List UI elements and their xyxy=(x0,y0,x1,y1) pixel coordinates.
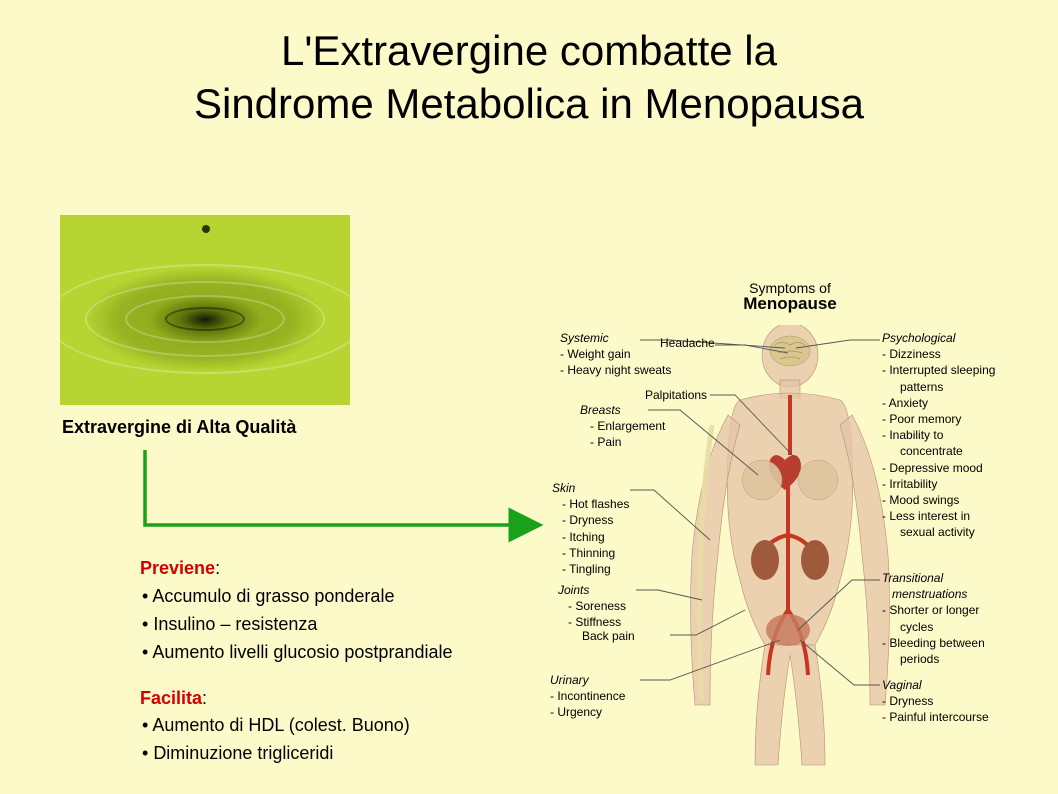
previene-item: • Accumulo di grasso ponderale xyxy=(140,583,540,611)
label-palpitations: Palpitations xyxy=(645,387,707,403)
page-title: L'Extravergine combatte la Sindrome Meta… xyxy=(0,0,1058,130)
label-transitional: Transitional menstruations - Shorter or … xyxy=(882,570,985,667)
benefits-text: Previene: • Accumulo di grasso ponderale… xyxy=(140,555,540,768)
facilita-item: • Aumento di HDL (colest. Buono) xyxy=(140,712,540,740)
label-vaginal: Vaginal - Dryness - Painful intercourse xyxy=(882,677,989,726)
label-urinary: Urinary - Incontinence - Urgency xyxy=(550,672,625,721)
facilita-item: • Diminuzione trigliceridi xyxy=(140,740,540,768)
title-line-1: L'Extravergine combatte la xyxy=(281,27,777,74)
previene-item: • Aumento livelli glucosio postprandiale xyxy=(140,639,540,667)
label-joints: Joints - Soreness - Stiffness xyxy=(558,582,626,631)
oil-image-block: Extravergine di Alta Qualità xyxy=(60,215,380,438)
oil-caption: Extravergine di Alta Qualità xyxy=(60,417,380,438)
label-backpain: Back pain xyxy=(582,628,635,644)
previene-heading: Previene xyxy=(140,558,215,578)
label-systemic: Systemic - Weight gain - Heavy night swe… xyxy=(560,330,671,379)
facilita-heading: Facilita xyxy=(140,688,202,708)
label-headache: Headache xyxy=(660,335,715,351)
label-breasts: Breasts - Enlargement - Pain xyxy=(580,402,665,451)
oil-drop-image xyxy=(60,215,350,405)
title-line-2: Sindrome Metabolica in Menopausa xyxy=(194,80,864,127)
arrow-connector xyxy=(140,445,560,545)
label-psychological: Psychological - Dizziness - Interrupted … xyxy=(882,330,995,540)
label-skin: Skin - Hot flashes - Dryness - Itching -… xyxy=(552,480,629,577)
menopause-diagram: Symptoms of Menopause xyxy=(540,280,1040,780)
previene-item: • Insulino – resistenza xyxy=(140,611,540,639)
